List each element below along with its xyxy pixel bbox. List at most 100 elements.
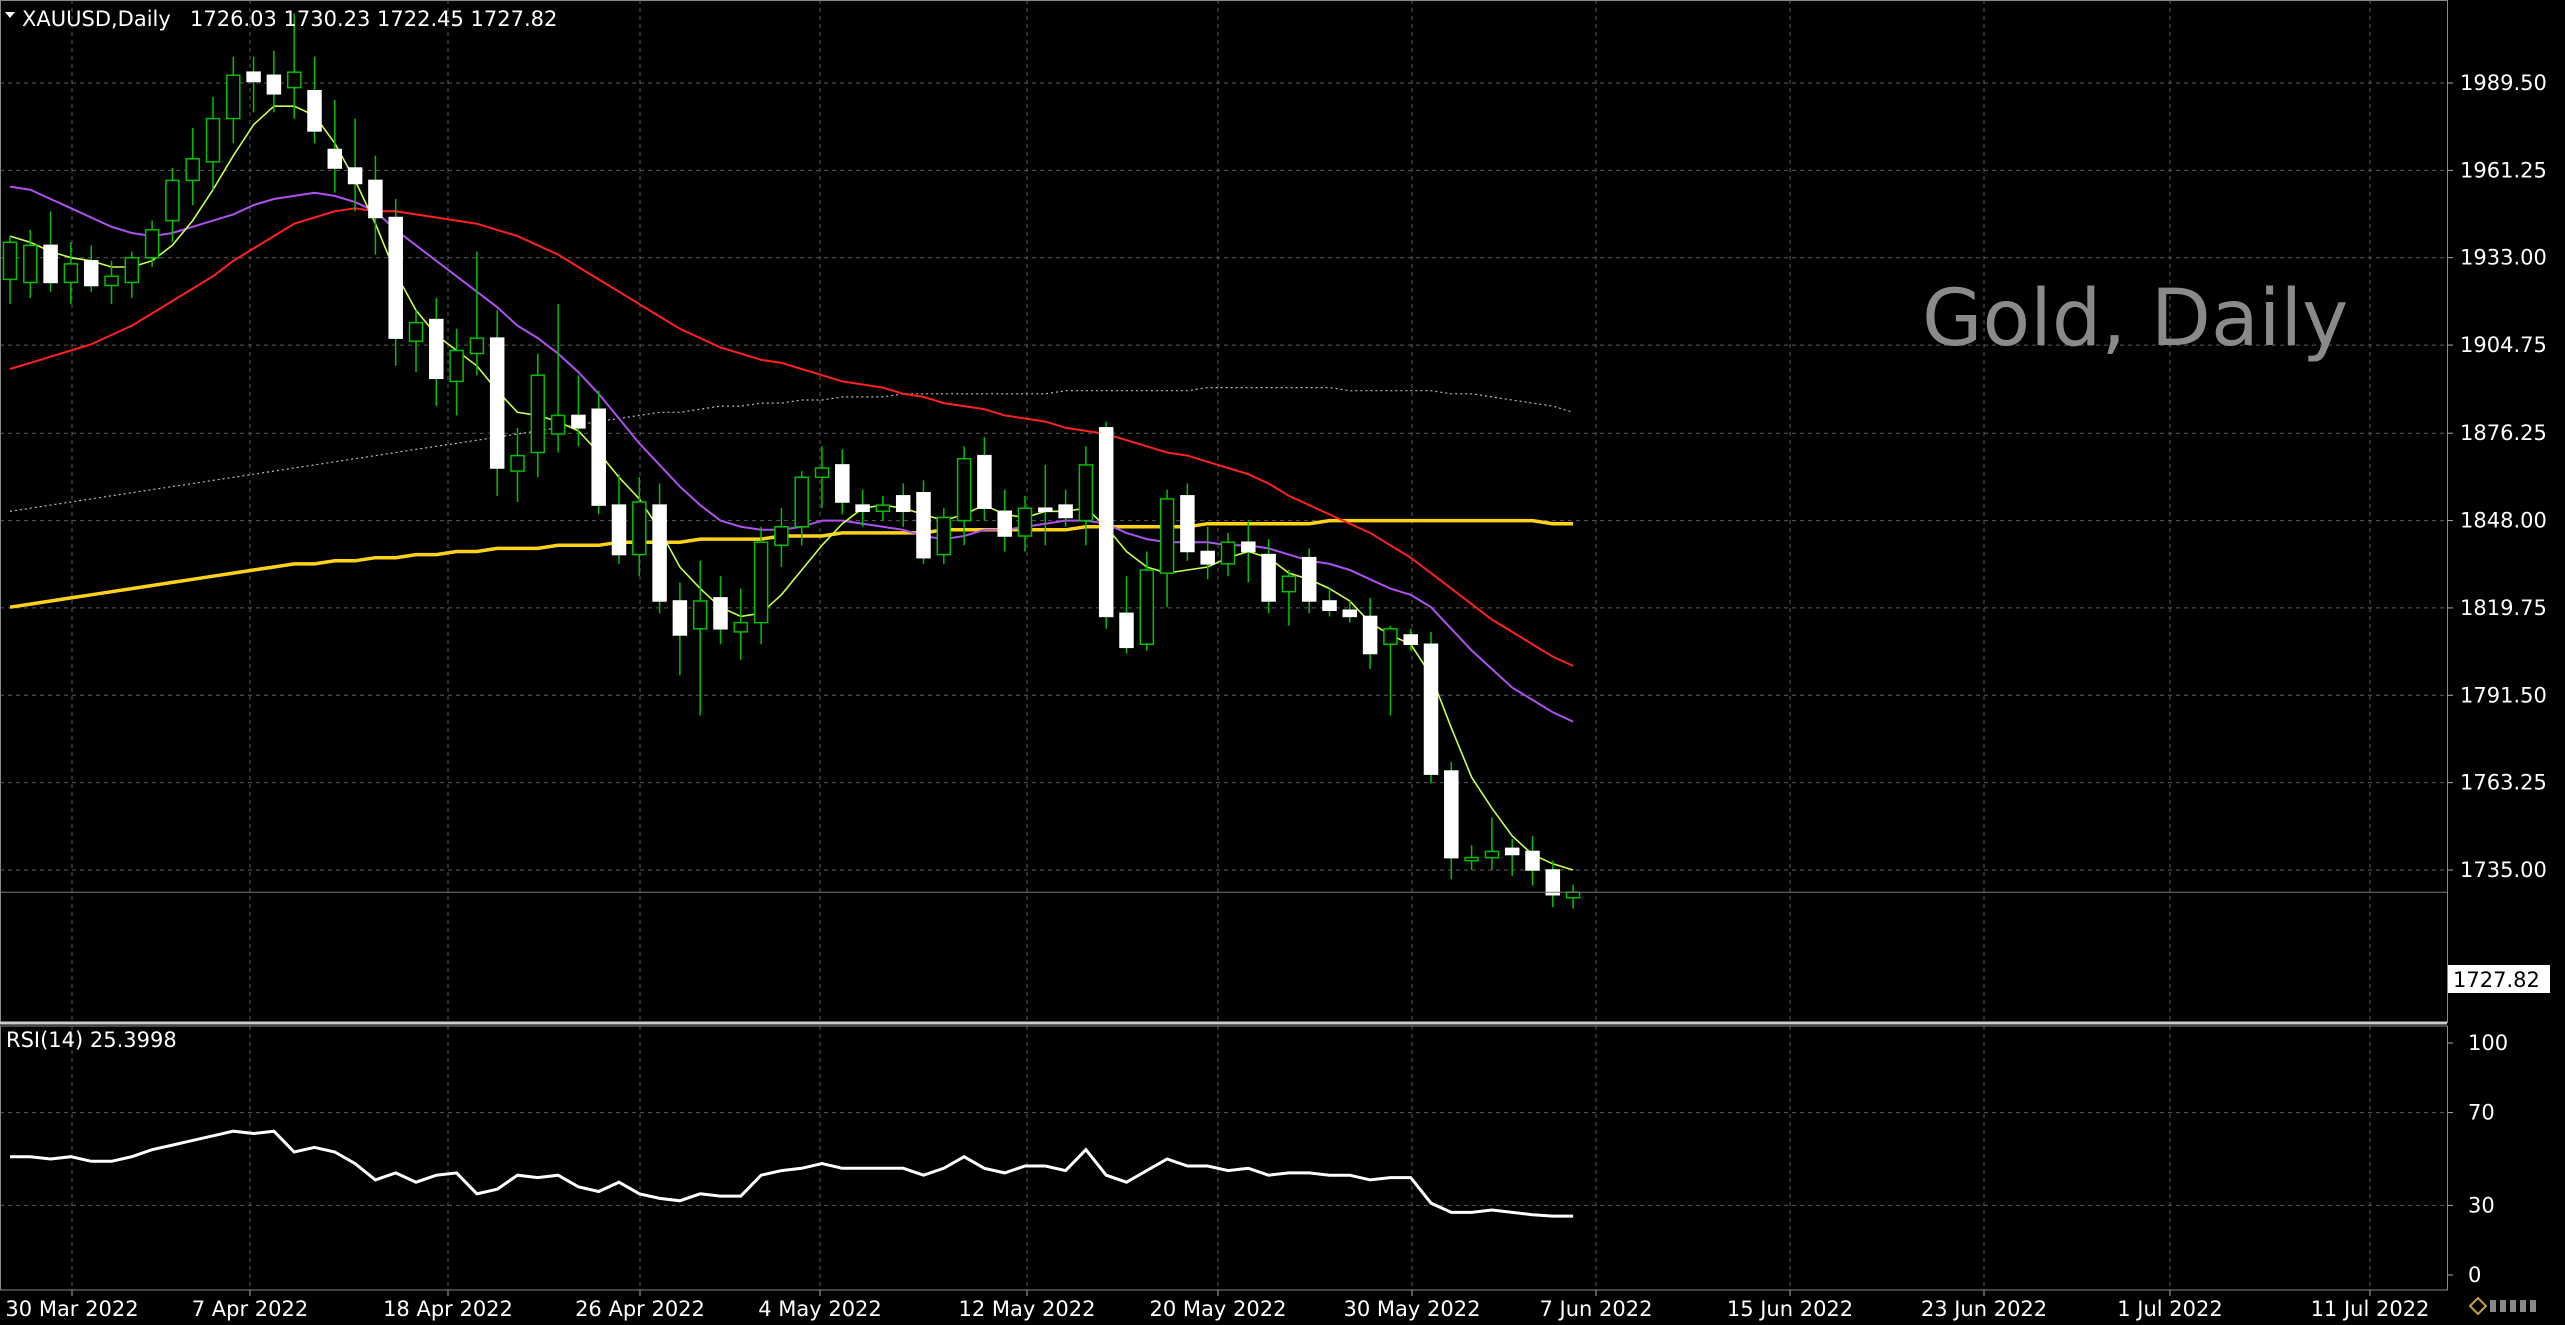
candle [1281, 570, 1297, 626]
candle [1139, 551, 1155, 651]
price-tick-label: 1791.50 [2460, 683, 2547, 707]
price-tick-label: 1763.25 [2460, 771, 2547, 795]
header-ohlc: 1726.03 1730.23 1722.45 1727.82 [190, 7, 557, 31]
candle [591, 390, 606, 515]
candle-body [774, 526, 789, 547]
candle [246, 56, 261, 113]
candle-body [1078, 464, 1094, 522]
rsi-panel: 100 70 30 0 [0, 1031, 2508, 1287]
candle [1423, 631, 1439, 784]
candle-body [1301, 556, 1317, 602]
candle-body [936, 516, 952, 556]
candle [1241, 520, 1256, 583]
candle-body [1342, 609, 1358, 618]
rsi-panel-frame [0, 1025, 2448, 1291]
rsi-tick-label: 30 [2468, 1193, 2495, 1217]
candle [327, 100, 343, 193]
candle-body [794, 476, 809, 528]
candle-body [205, 117, 221, 163]
candle-body [226, 74, 241, 120]
candle-body [1322, 600, 1337, 611]
candle-body [429, 318, 444, 380]
candle-body [855, 504, 870, 513]
candle [1078, 446, 1094, 546]
candle [1261, 539, 1276, 614]
rsi-tick-label: 70 [2468, 1101, 2495, 1125]
rsi-line [10, 1129, 1574, 1218]
candle [753, 526, 769, 645]
candle-body [692, 600, 708, 630]
candle [43, 211, 58, 292]
candle [388, 198, 403, 366]
candle-body [1139, 569, 1155, 646]
candle-body [1241, 541, 1256, 553]
price-tick-label: 1819.75 [2460, 596, 2547, 620]
candle-body [185, 158, 200, 182]
candle-body [1423, 643, 1439, 775]
candle-body [347, 167, 363, 185]
candle-body [165, 179, 180, 222]
candle-body [713, 597, 728, 630]
candle-body [1545, 869, 1561, 896]
candle-body [1058, 504, 1073, 519]
candle-body [489, 337, 505, 469]
time-tick-label: 11 Jul 2022 [2311, 1297, 2430, 1321]
candle-body [469, 337, 485, 355]
time-tick-label: 4 May 2022 [758, 1297, 882, 1321]
candle-body [246, 71, 261, 83]
candle-body [286, 71, 302, 89]
candle-body [530, 374, 546, 454]
candle [632, 477, 647, 577]
candle [1383, 625, 1398, 716]
price-tick-label: 1933.00 [2460, 246, 2547, 270]
candle [1017, 495, 1033, 552]
candle [611, 474, 627, 564]
candle [1403, 628, 1418, 651]
time-tick-label: 20 May 2022 [1150, 1297, 1287, 1321]
candle [124, 251, 140, 298]
candle-body [835, 464, 850, 503]
collapse-arrow-icon[interactable] [5, 12, 15, 18]
candle-body [83, 260, 99, 287]
candle [205, 96, 221, 190]
candle-body [1383, 628, 1398, 646]
candle-body [1444, 770, 1459, 859]
rsi-tick-label: 0 [2468, 1263, 2481, 1287]
candle [1322, 588, 1337, 617]
candle-body [307, 89, 322, 132]
candle-body [916, 491, 931, 559]
candle [165, 168, 180, 243]
candle [692, 560, 708, 716]
candle [652, 483, 667, 614]
candle [368, 155, 383, 255]
time-tick-label: 18 Apr 2022 [383, 1297, 513, 1321]
candle [571, 375, 586, 447]
ma-dotted-line [9, 387, 1574, 512]
candle-body [1504, 847, 1520, 856]
candle-body [124, 256, 140, 284]
candle-body [591, 408, 606, 506]
candle [1038, 464, 1053, 546]
candle-body [2, 241, 18, 281]
candle-body [388, 216, 403, 339]
candle-body [997, 510, 1012, 537]
candle [1464, 845, 1479, 870]
candle [1362, 597, 1378, 669]
candle [469, 251, 485, 376]
time-tick-label: 7 Apr 2022 [192, 1297, 308, 1321]
candle-body [1281, 575, 1297, 593]
candle [855, 489, 870, 527]
candle [429, 297, 444, 407]
time-tick-label: 30 May 2022 [1344, 1297, 1481, 1321]
rsi-tick-label: 100 [2468, 1031, 2508, 1055]
candle-body [368, 179, 383, 219]
candle [733, 588, 749, 660]
candle-body [1098, 427, 1114, 618]
candles [2, 13, 1581, 909]
candle-body [1180, 495, 1195, 553]
candle [1504, 839, 1520, 877]
candle-body [875, 504, 891, 513]
candle [1180, 483, 1195, 561]
candle [1220, 532, 1236, 577]
candle [916, 480, 931, 564]
